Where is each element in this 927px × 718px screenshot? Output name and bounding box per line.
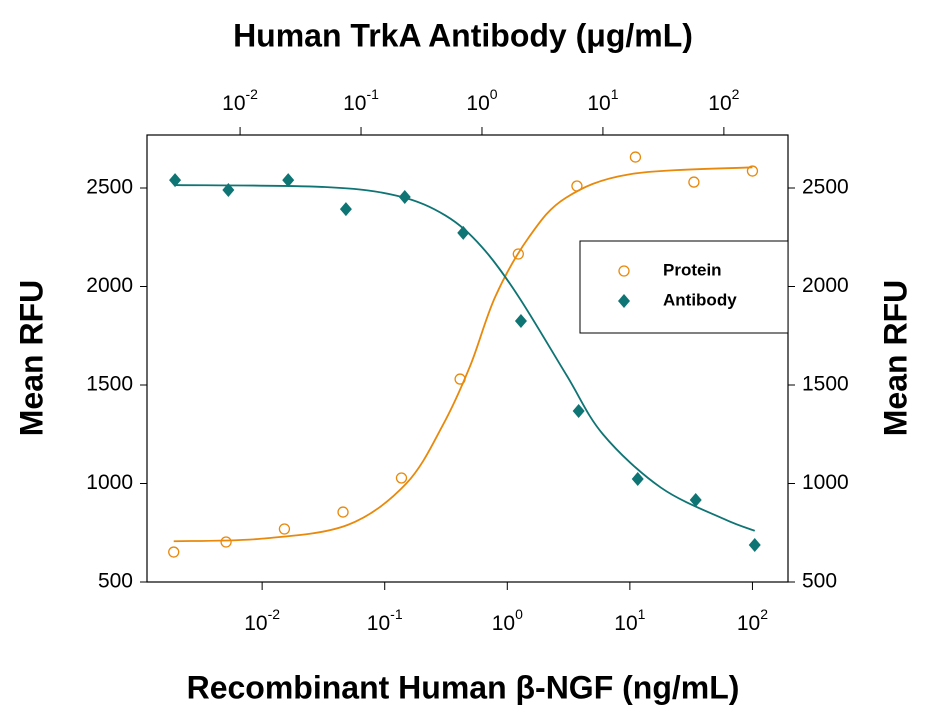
tick-base: 10 bbox=[244, 612, 267, 635]
y-tick-label: 500 bbox=[802, 570, 837, 593]
x-tick-label: 100 bbox=[466, 86, 497, 115]
point bbox=[746, 165, 759, 177]
point bbox=[282, 173, 295, 188]
y-tick-label: 1500 bbox=[802, 373, 849, 396]
point bbox=[168, 546, 180, 558]
point bbox=[689, 493, 702, 508]
tick-exponent: 1 bbox=[638, 606, 646, 622]
y-tick-label: 500 bbox=[98, 570, 133, 593]
tick-exponent: -1 bbox=[366, 86, 379, 102]
point bbox=[688, 176, 700, 188]
tick-base: 10 bbox=[466, 92, 489, 115]
x-tick-label: 101 bbox=[587, 86, 618, 115]
y-tick-label: 1000 bbox=[802, 471, 849, 494]
tick-base: 10 bbox=[222, 92, 245, 115]
point bbox=[398, 190, 411, 205]
y-tick-label: 2000 bbox=[802, 274, 849, 297]
tick-exponent: -2 bbox=[268, 606, 281, 622]
tick-exponent: 2 bbox=[760, 606, 768, 622]
legend-marker bbox=[618, 265, 630, 277]
point bbox=[278, 523, 291, 535]
x-tick-label: 101 bbox=[614, 606, 645, 635]
tick-exponent: 1 bbox=[611, 86, 619, 102]
tick-base: 10 bbox=[343, 92, 366, 115]
y-tick-label: 2000 bbox=[86, 274, 133, 297]
point bbox=[457, 225, 470, 240]
tick-base: 10 bbox=[367, 612, 390, 635]
x-tick-label: 100 bbox=[492, 606, 523, 635]
x-tick-label: 10-1 bbox=[343, 86, 379, 115]
legend-label: Antibody bbox=[663, 290, 737, 309]
x-tick-label: 102 bbox=[708, 86, 739, 115]
point bbox=[629, 151, 642, 163]
tick-base: 10 bbox=[587, 92, 610, 115]
tick-exponent: 0 bbox=[515, 606, 523, 622]
fit-curve bbox=[173, 166, 753, 543]
y-tick-label: 2500 bbox=[802, 176, 849, 199]
point bbox=[337, 506, 349, 518]
point bbox=[512, 248, 524, 260]
point bbox=[222, 182, 235, 197]
y-tick-label: 2500 bbox=[86, 176, 133, 199]
point bbox=[748, 537, 761, 552]
plot-frame bbox=[146, 134, 789, 583]
y-tick-label: 1500 bbox=[86, 373, 133, 396]
tick-exponent: -2 bbox=[246, 86, 259, 102]
y-tick-label: 1000 bbox=[86, 471, 133, 494]
x-tick-label: 10-2 bbox=[244, 606, 280, 635]
legend-box bbox=[579, 240, 789, 334]
y-axis-title: Mean RFU bbox=[13, 280, 49, 436]
x-tick-label: 10-1 bbox=[367, 606, 403, 635]
y2-axis-title: Mean RFU bbox=[877, 280, 913, 436]
point bbox=[220, 536, 232, 548]
bottom-axis-title: Recombinant Human β-NGF (ng/mL) bbox=[187, 669, 740, 705]
tick-exponent: 2 bbox=[732, 86, 740, 102]
point bbox=[454, 373, 466, 385]
point bbox=[572, 404, 585, 419]
tick-base: 10 bbox=[708, 92, 731, 115]
point bbox=[395, 472, 408, 484]
point bbox=[339, 202, 352, 217]
tick-exponent: 0 bbox=[490, 86, 498, 102]
point bbox=[571, 180, 583, 192]
x-tick-label: 10-2 bbox=[222, 86, 258, 115]
tick-base: 10 bbox=[492, 612, 515, 635]
tick-base: 10 bbox=[614, 612, 637, 635]
top-axis-title: Human TrkA Antibody (μg/mL) bbox=[233, 17, 693, 53]
tick-exponent: -1 bbox=[390, 606, 403, 622]
point bbox=[631, 471, 644, 486]
fit-curve bbox=[175, 184, 756, 532]
point bbox=[514, 313, 527, 328]
legend-label: Protein bbox=[663, 260, 722, 279]
legend-marker bbox=[618, 294, 630, 308]
x-tick-label: 102 bbox=[737, 606, 768, 635]
tick-base: 10 bbox=[737, 612, 760, 635]
point bbox=[169, 173, 182, 188]
